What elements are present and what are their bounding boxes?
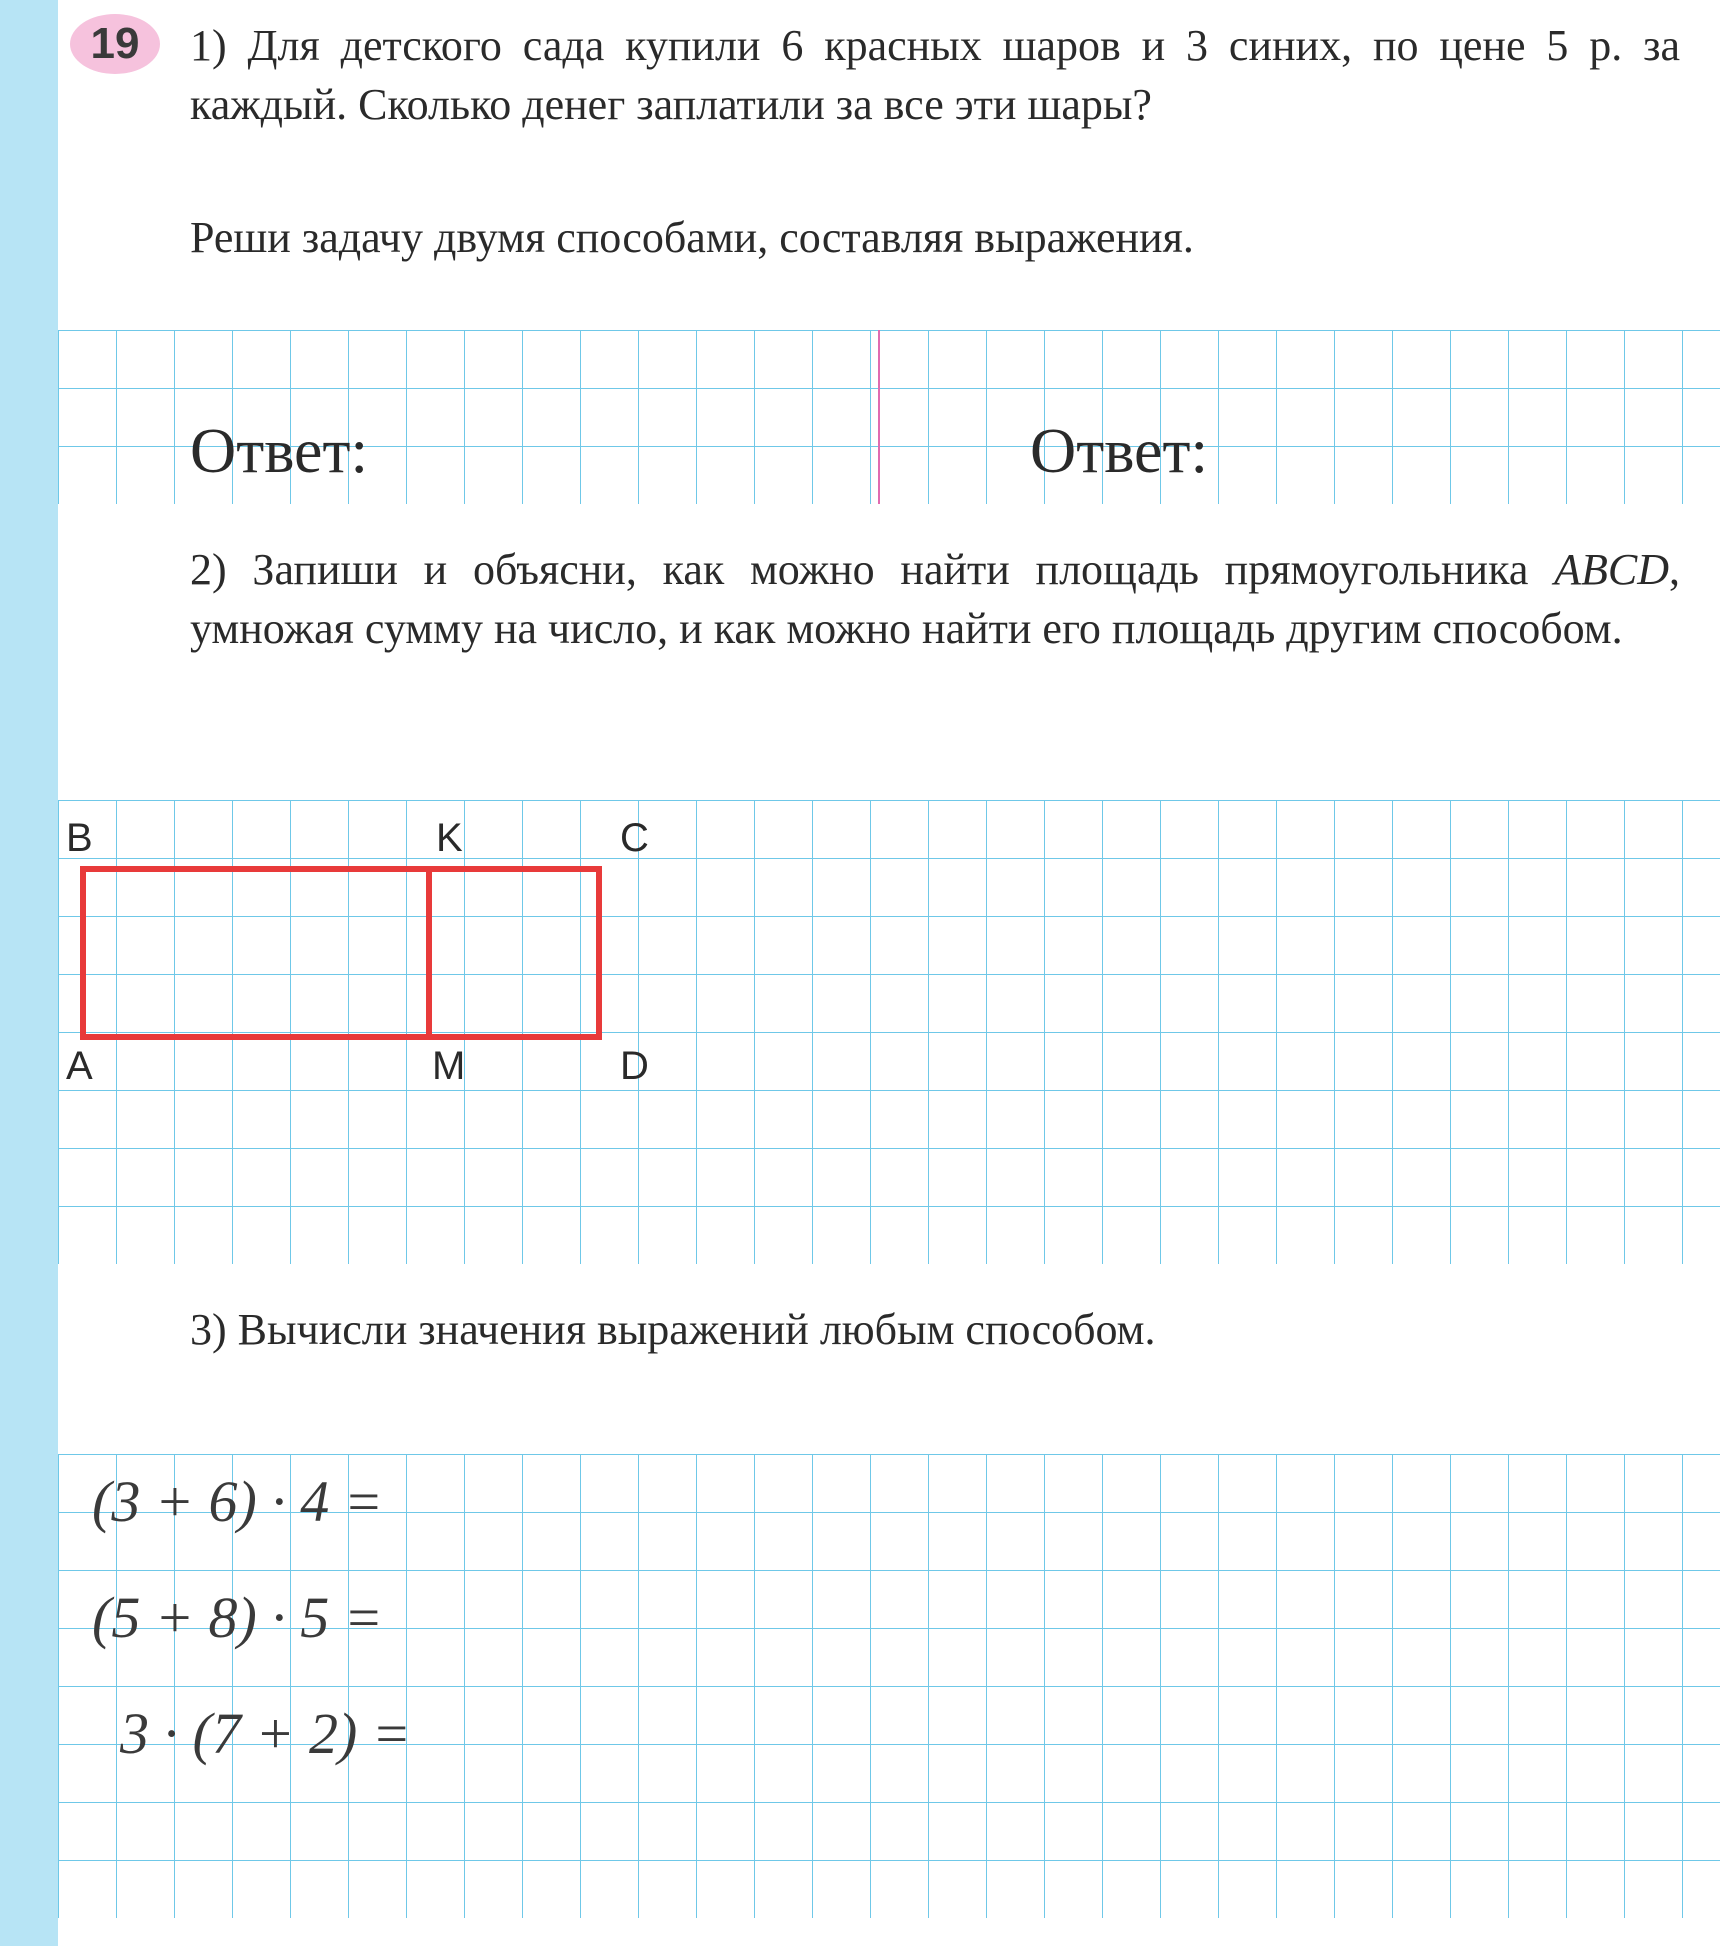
exercise-number: 19: [91, 19, 140, 69]
expression-3: 3 · (7 + 2) =: [120, 1700, 411, 1767]
expression-1: (3 + 6) · 4 =: [92, 1468, 383, 1535]
exercise-number-badge: 19: [70, 14, 160, 74]
label-A: A: [66, 1044, 93, 1089]
left-margin-stripe: [0, 0, 58, 1946]
task2-rectlabel: ABCD: [1554, 545, 1669, 594]
task2-before: 2) Запиши и объясни, как можно найти пло…: [190, 545, 1554, 594]
grid1-divider: [878, 330, 880, 504]
label-D: D: [620, 1044, 649, 1089]
task3-text: 3) Вычисли значения выражений любым спос…: [190, 1300, 1680, 1359]
label-B: B: [66, 816, 93, 861]
expression-2: (5 + 8) · 5 =: [92, 1584, 383, 1651]
answer-label-right: Ответ:: [1030, 414, 1208, 488]
label-C: C: [620, 816, 649, 861]
task1-instruction: Реши задачу двумя способами, составляя в…: [190, 208, 1680, 267]
task1-text: 1) Для детского сада купили 6 красных ша…: [190, 16, 1680, 135]
label-M: M: [432, 1044, 465, 1089]
segment-km: [426, 866, 432, 1040]
label-K: K: [436, 816, 463, 861]
rectangle-abcd: [80, 866, 602, 1040]
answer-label-left: Ответ:: [190, 414, 368, 488]
task2-text: 2) Запиши и объясни, как можно найти пло…: [190, 540, 1680, 659]
